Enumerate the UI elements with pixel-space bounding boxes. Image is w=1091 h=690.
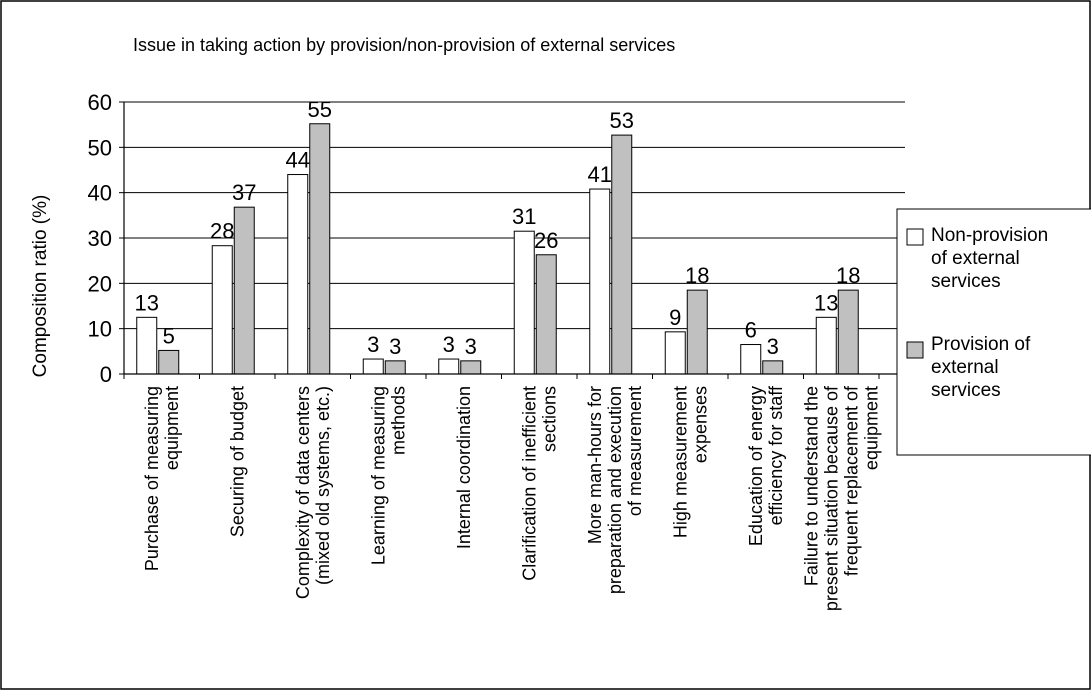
bar: [438, 358, 460, 375]
x-axis-ticks: Purchase of measuringequipment Securing o…: [123, 374, 881, 611]
bar: [611, 134, 633, 375]
x-tick-label-line: sections: [539, 386, 559, 452]
data-label: 18: [685, 263, 709, 288]
y-axis-ticks: 0 10 20 30 40 50 60: [88, 90, 124, 387]
x-tick-label-line: Failure to understand the: [801, 386, 821, 586]
bar: [535, 254, 557, 375]
y-tick-label: 20: [88, 271, 112, 296]
data-label: 3: [767, 334, 779, 359]
data-label: 9: [669, 305, 681, 330]
bar: [362, 358, 384, 375]
data-label: 28: [210, 219, 234, 244]
bar: [460, 360, 482, 375]
bar: [589, 188, 611, 375]
x-tick-label: Education of energyefficiency for staff: [746, 385, 786, 546]
y-tick-label: 60: [88, 90, 112, 115]
data-label: 44: [286, 148, 310, 173]
legend-label-line: services: [931, 380, 1001, 401]
bar: [233, 206, 255, 375]
legend-label-line: of external: [931, 248, 1020, 269]
bar: [309, 123, 331, 375]
y-tick-label: 10: [88, 317, 112, 342]
x-tick-label-line: Internal coordination: [454, 386, 474, 549]
data-label: 13: [814, 290, 838, 315]
axes: [123, 102, 905, 375]
data-label: 6: [745, 318, 757, 343]
x-tick-label-line: Learning of measuring: [368, 386, 388, 565]
data-label: 13: [135, 290, 159, 315]
bar: [211, 245, 233, 375]
x-tick-label: Purchase of measuringequipment: [142, 386, 182, 571]
data-label: 55: [308, 97, 332, 122]
data-label: 41: [588, 162, 612, 187]
data-label: 3: [443, 332, 455, 357]
bar: [815, 316, 837, 375]
x-tick-label: High measurementexpenses: [670, 386, 710, 538]
bar: [762, 360, 784, 375]
x-tick-label-line: Securing of budget: [227, 386, 247, 537]
legend: Non-provision of external servicesProvisio…: [896, 208, 1091, 456]
data-label: 18: [836, 263, 860, 288]
bar: [158, 349, 180, 375]
bar: [136, 316, 158, 375]
x-tick-label-line: of measurement: [625, 386, 645, 516]
x-tick-label: Learning of measuringmethods: [368, 386, 408, 565]
y-tick-label: 40: [88, 181, 112, 206]
x-tick-label-line: equipment: [162, 386, 182, 470]
x-tick-label-line: expenses: [690, 386, 710, 463]
x-tick-label: Internal coordination: [454, 386, 474, 549]
legend-label: Non-provision of external services: [931, 225, 1048, 292]
x-tick-label: More man-hours forpreparation and execut…: [585, 386, 645, 594]
y-axis-label: Composition ratio (%): [30, 195, 51, 378]
legend-label-line: Provision of: [931, 334, 1031, 355]
legend-label-line: services: [931, 271, 1001, 292]
bar: [740, 344, 762, 375]
legend-box: [896, 208, 1091, 456]
bar: [686, 289, 708, 375]
chart-title: Issue in taking action by provision/non-…: [133, 35, 675, 55]
x-tick-label: Securing of budget: [227, 386, 247, 537]
x-tick-label-line: methods: [388, 386, 408, 455]
data-label: 5: [163, 323, 175, 348]
bar: [287, 174, 309, 375]
data-label: 3: [389, 334, 401, 359]
x-tick-label: Failure to understand thepresent situati…: [801, 385, 881, 611]
legend-label: Provision of external services: [931, 334, 1031, 401]
x-tick-label-line: (mixed old systems, etc.): [313, 386, 333, 585]
x-tick-label-line: efficiency for staff: [766, 385, 786, 525]
y-tick-label: 50: [88, 135, 112, 160]
y-tick-label: 0: [100, 362, 112, 387]
y-tick-label: 30: [88, 226, 112, 251]
x-tick-label-line: Clarification of inefficient: [519, 386, 539, 581]
x-tick-label: Clarification of inefficientsections: [519, 386, 559, 581]
x-tick-label-line: present situation because of: [821, 385, 841, 611]
data-label: 3: [465, 334, 477, 359]
bar: [513, 230, 535, 375]
x-tick-label-line: Purchase of measuring: [142, 386, 162, 571]
x-tick-label-line: High measurement: [670, 386, 690, 538]
x-tick-label-line: preparation and execution: [605, 386, 625, 594]
data-label: 53: [610, 108, 634, 133]
data-label: 26: [534, 228, 558, 253]
x-tick-label-line: Complexity of data centers: [293, 386, 313, 599]
legend-swatch: [906, 228, 924, 246]
x-tick-label-line: frequent replacement of: [841, 385, 861, 576]
bar: [664, 331, 686, 375]
bars: [136, 123, 859, 375]
legend-label-line: Non-provision: [931, 225, 1048, 246]
bar: [837, 289, 859, 375]
data-label: 31: [512, 204, 536, 229]
data-label: 3: [367, 332, 379, 357]
legend-swatch: [906, 341, 924, 359]
bar: [384, 360, 406, 375]
x-tick-label-line: equipment: [861, 386, 881, 470]
legend-label-line: external: [931, 357, 999, 378]
data-label: 37: [232, 180, 256, 205]
x-tick-label-line: More man-hours for: [585, 386, 605, 544]
x-tick-label: Complexity of data centers(mixed old sys…: [293, 386, 333, 599]
x-tick-label-line: Education of energy: [746, 386, 766, 546]
